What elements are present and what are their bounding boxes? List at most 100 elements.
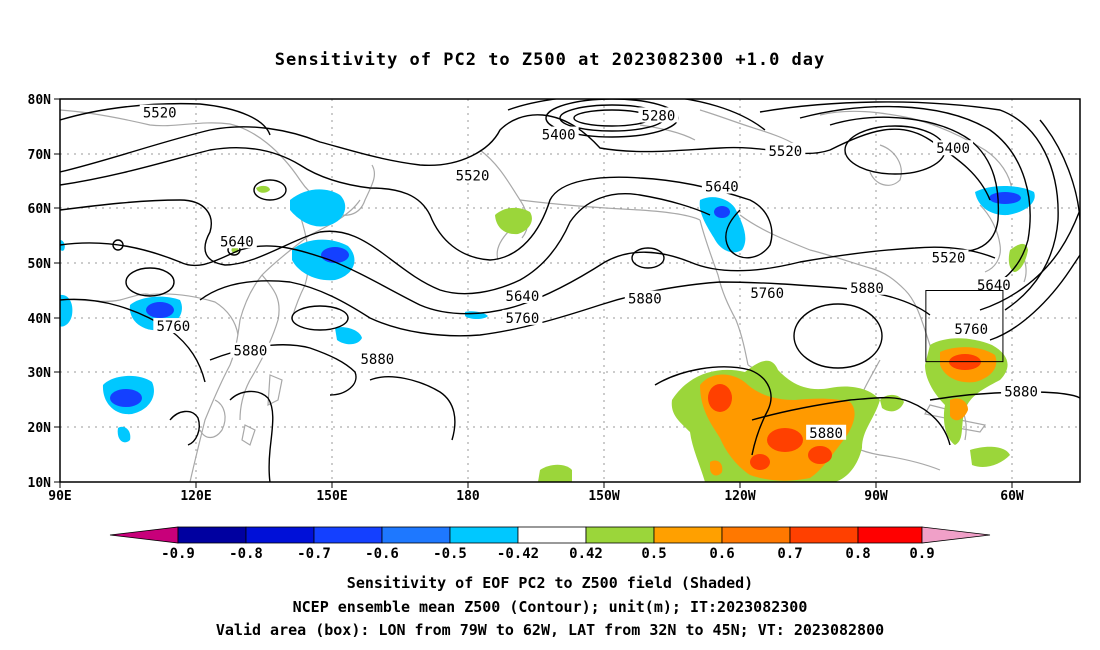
- colorbar-label: -0.42: [497, 546, 539, 562]
- latitude-labels: 80N 70N 60N 50N 40N 30N 20N 10N: [28, 93, 52, 491]
- contour-line: [60, 102, 271, 136]
- graticule: [60, 99, 1080, 482]
- contour-label-bg: [153, 318, 194, 334]
- contour-label: 5520: [143, 106, 177, 122]
- contour-line: [799, 105, 1031, 291]
- axis-ticks: [54, 98, 1013, 488]
- lon-label: 120W: [724, 489, 755, 504]
- lat-label: 20N: [28, 421, 52, 436]
- contour-label-bg: [747, 285, 788, 301]
- contour-label-bg: [638, 107, 679, 123]
- contour-label-bg: [765, 142, 806, 158]
- contour-closed-center: [125, 267, 175, 297]
- colorbar-cell: [313, 526, 383, 544]
- contour-line: [229, 390, 274, 482]
- contour-label: 5640: [220, 234, 254, 250]
- colorbar-cell: [857, 526, 923, 544]
- contour-label: 5760: [156, 319, 190, 335]
- contour-label: 5760: [750, 286, 784, 302]
- contour-label-bg: [933, 140, 974, 156]
- caption-line-valid-area: Valid area (box): LON from 79W to 62W, L…: [215, 621, 885, 639]
- contour-label: 5880: [628, 292, 662, 308]
- contour-labels: 5520 5280 5400 5520 5400 5520 5640 5640 5520 5640…: [139, 104, 1042, 442]
- contour-label-bg: [357, 350, 398, 366]
- colorbar-cell: [585, 526, 655, 544]
- contour-label-bg: [973, 277, 1014, 293]
- caption-line-shading: Sensitivity of EOF PC2 to Z500 field (Sh…: [346, 574, 754, 592]
- lon-label: 150E: [316, 489, 347, 504]
- colorbar-label: 0.8: [845, 546, 870, 562]
- contour-line: [60, 114, 991, 201]
- contour-label-bg: [230, 342, 271, 358]
- contour-label-bg: [502, 287, 543, 303]
- lat-label: 30N: [28, 366, 52, 381]
- colorbar-label: -0.7: [297, 546, 331, 562]
- contour-label-bg: [538, 126, 579, 142]
- contour-label-bg: [951, 320, 992, 336]
- colorbar-label: 0.7: [777, 546, 802, 562]
- contour-line: [759, 101, 1059, 311]
- colorbar-cell: [177, 526, 247, 544]
- colorbar-cells: [177, 526, 923, 544]
- contour-label-bg: [452, 167, 493, 183]
- contour-line: [169, 410, 200, 446]
- sensitivity-shading: [60, 185, 1035, 482]
- lat-label: 70N: [28, 148, 52, 163]
- contour-label-bg: [928, 249, 969, 265]
- sensitivity-map: 5520 5280 5400 5520 5400 5520 5640 5640 5520 5640…: [28, 93, 1081, 562]
- contour-high-center: [793, 303, 883, 369]
- map-plot-area: [60, 99, 1080, 482]
- contour-line: [829, 116, 1000, 252]
- caption-line-contour: NCEP ensemble mean Z500 (Contour); unit(…: [292, 598, 808, 616]
- contour-closed-center: [631, 247, 665, 269]
- map-frame: [59, 98, 1081, 483]
- contour-label: 5400: [542, 128, 576, 144]
- contour-label: 5640: [506, 289, 540, 305]
- longitude-labels: 90E 120E 150E 180 150W 120W 90W 60W: [48, 489, 1024, 504]
- contour-line: [989, 254, 1080, 341]
- colorbar-cell: [245, 526, 315, 544]
- contour-label: 5880: [360, 352, 394, 368]
- colorbar-label: 0.42: [569, 546, 603, 562]
- lon-label: 120E: [180, 489, 211, 504]
- contour-label-bg: [502, 309, 543, 325]
- colorbar-label: -0.6: [365, 546, 399, 562]
- z500-contour-lines: [60, 99, 1080, 482]
- contour-line: [60, 242, 996, 315]
- colorbar: -0.9 -0.8 -0.7 -0.6 -0.5 -0.42 0.42 0.5 …: [109, 526, 991, 562]
- coastlines: [60, 109, 1027, 482]
- contour-label-bg: [624, 290, 665, 306]
- colorbar-label: 0.5: [641, 546, 666, 562]
- contour-closed-center: [291, 305, 349, 331]
- lat-label: 80N: [28, 93, 52, 108]
- contour-label-bg: [139, 104, 180, 120]
- colorbar-label: 0.6: [709, 546, 734, 562]
- colorbar-cell: [381, 526, 451, 544]
- contour-label: 5520: [456, 169, 490, 185]
- colorbar-label: -0.5: [433, 546, 467, 562]
- colorbar-high-extend: [921, 526, 991, 544]
- contour-label: 5880: [809, 426, 843, 442]
- contour-label: 5520: [768, 144, 802, 160]
- lon-label: 150W: [588, 489, 619, 504]
- contour-label: 5760: [954, 322, 988, 338]
- contour-label: 5760: [506, 311, 540, 327]
- contour-line: [1039, 119, 1080, 221]
- contour-label-bg: [216, 233, 257, 249]
- lat-label: 40N: [28, 312, 52, 327]
- lon-label: 90E: [48, 489, 71, 504]
- contour-line: [199, 280, 931, 337]
- contour-label: 5880: [234, 344, 268, 360]
- contour-label: 5880: [1004, 385, 1038, 401]
- colorbar-low-extend: [109, 526, 179, 544]
- lat-label: 60N: [28, 202, 52, 217]
- contour-line: [60, 147, 773, 261]
- lon-label: 90W: [864, 489, 888, 504]
- colorbar-label: -0.9: [161, 546, 195, 562]
- lat-label: 10N: [28, 476, 52, 491]
- contour-line: [60, 193, 711, 295]
- contour-label: 5640: [977, 278, 1011, 294]
- colorbar-label: -0.8: [229, 546, 263, 562]
- contour-label: 5520: [932, 251, 966, 267]
- figure-title: Sensitivity of PC2 to Z500 at 2023082300…: [274, 50, 826, 70]
